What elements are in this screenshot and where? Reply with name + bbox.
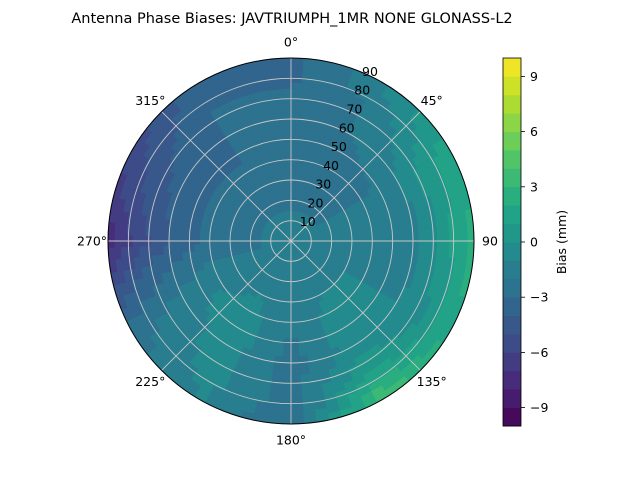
colorbar-segment (503, 186, 521, 206)
polar-grid (108, 58, 474, 424)
azimuth-tick-label: 270° (77, 234, 107, 249)
bias-cell (143, 234, 152, 247)
colorbar-segment (503, 260, 521, 280)
azimuth-tick-label: 180° (276, 433, 306, 448)
radial-tick-label: 10 (300, 214, 316, 229)
radial-tick-label: 90 (362, 64, 378, 79)
radial-tick-label: 30 (315, 177, 331, 192)
colorbar-segment (503, 58, 521, 77)
colorbar-tick-label: 3 (530, 179, 538, 194)
colorbar-segment (503, 131, 521, 151)
colorbar-tick-label: −9 (530, 400, 548, 415)
bias-cell (436, 235, 445, 248)
colorbar-segment (503, 389, 521, 408)
colorbar-segment (503, 370, 521, 390)
radial-tick-label: 20 (308, 195, 324, 210)
colorbar-segment (503, 150, 521, 169)
colorbar-segment (503, 168, 521, 188)
colorbar-segment (503, 352, 521, 372)
bias-contour-field (108, 58, 474, 424)
colorbar: 9 6 3 0 −3 −6 −9 Bias (mm) (502, 57, 569, 427)
azimuth-tick-label: 0° (284, 35, 298, 50)
azimuth-tick-label: 90 (482, 234, 498, 249)
colorbar-segment (503, 76, 521, 96)
bias-cell (137, 234, 146, 247)
radial-tick-label: 80 (354, 83, 370, 98)
bias-cell (430, 235, 439, 248)
colorbar-segment (503, 334, 521, 353)
colorbar-segment (503, 223, 521, 243)
bias-cell (449, 234, 457, 249)
radial-tick-label: 60 (339, 120, 355, 135)
azimuth-tick-label: 135° (417, 374, 447, 389)
bias-cell (113, 233, 121, 248)
bias-cell (131, 234, 139, 247)
bias-cell (418, 235, 427, 247)
colorbar-tick-label: 9 (530, 69, 538, 84)
bias-cell (125, 233, 133, 248)
bias-cell (149, 234, 158, 247)
bias-cell (455, 234, 463, 249)
bias-cell (443, 235, 451, 248)
bias-cell (461, 234, 469, 249)
colorbar-segment (503, 113, 521, 132)
colorbar-tick-label: −6 (530, 345, 548, 360)
bias-cell (155, 235, 164, 247)
azimuth-tick-label: 315° (135, 93, 165, 108)
radial-tick-label: 40 (323, 158, 339, 173)
colorbar-tick-label: 0 (530, 235, 538, 250)
colorbar-segment (503, 297, 521, 316)
colorbar-tick-label: −3 (530, 290, 548, 305)
colorbar-segment (503, 94, 521, 114)
radial-tick-label: 50 (331, 139, 347, 154)
bias-cell (424, 235, 433, 248)
chart-title: Antenna Phase Biases: JAVTRIUMPH_1MR NON… (71, 11, 512, 27)
colorbar-segment (503, 407, 521, 427)
colorbar-segment (503, 242, 521, 261)
azimuth-tick-label: 45° (421, 93, 443, 108)
radial-tick-label: 70 (346, 102, 362, 117)
colorbar-segment (503, 315, 521, 335)
colorbar-segment (503, 205, 521, 224)
colorbar-tick-label: 6 (530, 124, 538, 139)
colorbar-segment (503, 278, 521, 298)
colorbar-label: Bias (mm) (554, 210, 569, 274)
bias-cell (119, 233, 127, 248)
azimuth-tick-label: 225° (135, 374, 165, 389)
